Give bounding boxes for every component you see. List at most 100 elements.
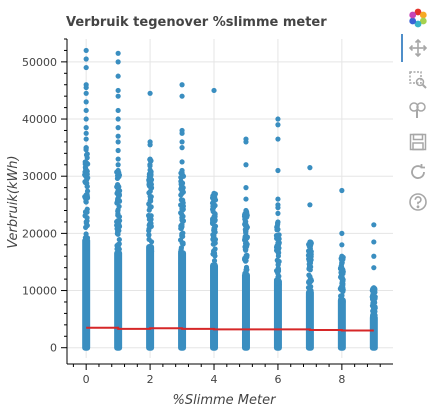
data-point bbox=[338, 296, 344, 302]
data-point bbox=[179, 180, 185, 186]
outlier-point bbox=[115, 107, 121, 114]
outlier-point bbox=[115, 139, 121, 145]
help-icon[interactable] bbox=[406, 190, 430, 214]
data-point bbox=[242, 277, 248, 283]
dense-point-band bbox=[273, 278, 282, 351]
data-point bbox=[116, 236, 122, 243]
data-point bbox=[146, 228, 152, 234]
outlier-point bbox=[243, 185, 249, 191]
data-point bbox=[371, 305, 377, 311]
data-point bbox=[178, 174, 184, 181]
data-point bbox=[274, 243, 280, 249]
x-tick-label: 8 bbox=[338, 373, 345, 386]
dense-point-band bbox=[241, 272, 250, 351]
outlier-point bbox=[275, 205, 281, 211]
data-point bbox=[82, 235, 89, 241]
y-axis-label: Verbruik(kWh) bbox=[6, 155, 21, 248]
data-point bbox=[210, 236, 216, 242]
trend-line-group bbox=[86, 326, 374, 332]
outlier-point bbox=[307, 165, 313, 171]
box-zoom-icon[interactable] bbox=[406, 68, 430, 92]
outlier-point bbox=[211, 87, 217, 94]
pan-icon[interactable] bbox=[406, 36, 430, 60]
data-point bbox=[177, 237, 184, 243]
outlier-point bbox=[371, 265, 377, 271]
data-point bbox=[339, 279, 345, 285]
data-point bbox=[178, 186, 184, 192]
outlier-point bbox=[115, 116, 121, 122]
x-tick-label: 4 bbox=[211, 373, 218, 386]
outlier-point bbox=[115, 59, 121, 65]
dense-point-band bbox=[337, 297, 346, 351]
outlier-point bbox=[147, 90, 153, 96]
reset-icon[interactable] bbox=[406, 160, 430, 184]
outlier-point bbox=[83, 90, 89, 96]
dense-point-band bbox=[305, 289, 314, 351]
data-point bbox=[274, 285, 280, 291]
bokeh-logo-icon[interactable] bbox=[406, 6, 430, 30]
data-point bbox=[244, 243, 250, 249]
x-axis-label: %Slimme Meter bbox=[173, 393, 278, 408]
data-point bbox=[211, 250, 218, 256]
data-point bbox=[339, 303, 345, 309]
data-point bbox=[243, 207, 249, 214]
wheel-zoom-icon[interactable] bbox=[406, 98, 430, 122]
data-point bbox=[307, 279, 313, 285]
dense-point-band bbox=[82, 237, 91, 351]
data-point bbox=[274, 248, 280, 254]
outlier-point bbox=[179, 82, 185, 88]
toolbar bbox=[398, 0, 441, 417]
data-point bbox=[116, 174, 122, 180]
outlier-point bbox=[115, 162, 121, 168]
outlier-point bbox=[115, 93, 121, 99]
data-point bbox=[116, 246, 122, 252]
outlier-point bbox=[307, 202, 313, 208]
data-point bbox=[243, 282, 249, 288]
data-point bbox=[146, 177, 152, 183]
outlier-point bbox=[115, 156, 121, 162]
save-icon[interactable] bbox=[406, 130, 430, 154]
data-point bbox=[83, 152, 90, 158]
data-point bbox=[84, 215, 90, 221]
data-point bbox=[275, 253, 282, 259]
outlier-point bbox=[275, 116, 281, 122]
data-point bbox=[307, 239, 313, 245]
data-point bbox=[146, 212, 152, 219]
data-point bbox=[276, 259, 282, 265]
x-tick-label: 0 bbox=[83, 373, 90, 386]
data-point bbox=[148, 172, 154, 178]
data-points bbox=[82, 47, 378, 351]
data-point bbox=[338, 285, 344, 291]
data-point bbox=[212, 212, 218, 218]
outlier-point bbox=[83, 47, 89, 54]
data-point bbox=[371, 285, 377, 291]
data-point bbox=[148, 252, 154, 258]
data-point bbox=[372, 294, 378, 300]
data-point bbox=[273, 268, 280, 274]
data-point bbox=[85, 161, 91, 167]
data-point bbox=[178, 210, 184, 216]
outlier-point bbox=[83, 116, 89, 122]
outlier-point bbox=[179, 159, 185, 165]
y-tick-label: 50000 bbox=[22, 56, 57, 69]
outlier-point bbox=[83, 56, 89, 62]
data-point bbox=[210, 272, 217, 278]
dense-point-band bbox=[114, 250, 123, 351]
data-point bbox=[242, 233, 248, 240]
data-point bbox=[212, 261, 218, 268]
outlier-point bbox=[83, 99, 89, 105]
outlier-point bbox=[179, 130, 185, 136]
data-point bbox=[178, 259, 184, 266]
outlier-point bbox=[83, 107, 89, 114]
outlier-point bbox=[179, 145, 185, 151]
data-point bbox=[116, 257, 122, 264]
data-point bbox=[146, 222, 152, 228]
data-point bbox=[84, 168, 90, 174]
outlier-point bbox=[275, 210, 281, 216]
outlier-point bbox=[339, 187, 345, 194]
data-point bbox=[179, 233, 185, 239]
data-point bbox=[241, 213, 248, 219]
x-tick-label: 6 bbox=[274, 373, 281, 386]
data-point bbox=[84, 206, 90, 212]
